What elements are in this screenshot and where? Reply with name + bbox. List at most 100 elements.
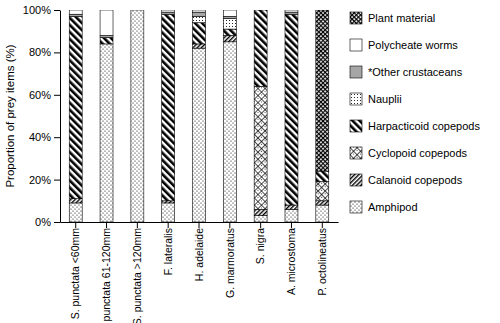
legend-label: Calanoid copepods xyxy=(368,174,463,186)
y-tick-mark xyxy=(54,137,60,138)
x-tick-mark xyxy=(199,222,200,228)
bars xyxy=(69,10,329,222)
legend-swatch xyxy=(350,12,362,24)
legend-swatch xyxy=(350,174,362,186)
bar-segment xyxy=(254,10,267,11)
legend-item: Calanoid copepods xyxy=(350,174,463,186)
y-tick-mark xyxy=(54,180,60,181)
x-tick: S. punctata <60mm xyxy=(69,222,81,319)
legend-item: Cyclopoid copepods xyxy=(350,147,468,159)
bar-segment xyxy=(223,35,236,41)
bar-segment xyxy=(223,16,236,18)
legend-label: Polycheate worms xyxy=(368,39,458,51)
bar-segment xyxy=(100,35,113,37)
bar-segment xyxy=(131,10,144,222)
bar-segment xyxy=(285,209,298,222)
x-tick-mark xyxy=(229,222,230,228)
y-tick-mark xyxy=(54,95,60,96)
legend-swatch xyxy=(350,93,362,105)
bar-segment xyxy=(254,10,267,86)
bar-segment xyxy=(131,10,144,11)
x-tick-mark xyxy=(322,222,323,228)
bar-segment xyxy=(100,38,113,44)
series xyxy=(316,10,329,171)
series xyxy=(69,10,329,222)
x-tick-label: S. punctata <60mm xyxy=(69,228,81,320)
legend-item: Harpacticoid copepods xyxy=(350,120,480,132)
bar-segment xyxy=(69,199,82,203)
bar-segment xyxy=(254,86,267,209)
legend-item: *Other crustaceans xyxy=(350,66,463,78)
y-tick-label: 40% xyxy=(29,131,51,143)
series xyxy=(69,10,329,205)
bar-segment xyxy=(100,10,113,11)
bar-segment xyxy=(285,205,298,209)
y-tick: 100% xyxy=(23,4,60,16)
bar-segment xyxy=(316,205,329,222)
bar-segment xyxy=(162,203,175,222)
bar-segment xyxy=(69,203,82,222)
x-tick: H. adelaide xyxy=(193,222,205,281)
bar-segment xyxy=(223,42,236,222)
bar-segment xyxy=(316,171,329,182)
bar-segment xyxy=(131,10,144,11)
bar-segment xyxy=(131,10,144,11)
y-tick: 0% xyxy=(35,216,60,228)
bar-segment xyxy=(162,12,175,14)
x-tick: F. lateralis xyxy=(162,222,174,275)
bar-segment xyxy=(69,16,82,198)
bar-segment xyxy=(131,10,144,11)
bar-segment xyxy=(131,10,144,11)
legend-swatch xyxy=(350,147,362,159)
bar-segment xyxy=(193,16,206,22)
legend-label: Harpacticoid copepods xyxy=(368,120,480,132)
bar-segment xyxy=(131,10,144,11)
x-tick-label: A. microstoma xyxy=(285,228,297,295)
x-tick: S. punctata 61-120mm xyxy=(100,222,112,323)
y-tick: 20% xyxy=(29,174,60,186)
legend-swatch xyxy=(350,201,362,213)
y-tick-label: 0% xyxy=(35,216,51,228)
bar-segment xyxy=(254,216,267,222)
bar-segment xyxy=(162,10,175,12)
bar-segment xyxy=(223,18,236,29)
x-tick: A. microstoma xyxy=(285,222,297,295)
x-tick: S. punctata >120mm xyxy=(131,222,143,323)
bar-segment xyxy=(254,10,267,11)
legend-swatch xyxy=(350,120,362,132)
x-tick-mark xyxy=(291,222,292,228)
legend-label: Cyclopoid copepods xyxy=(368,147,468,159)
x-tick-mark xyxy=(75,222,76,228)
bar-segment xyxy=(285,14,298,205)
x-tick-mark xyxy=(106,222,107,228)
bar-segment xyxy=(162,14,175,201)
bar-segment xyxy=(193,12,206,16)
x-tick-label: P. octolineatus xyxy=(316,228,328,296)
y-axis-line xyxy=(60,11,61,223)
legend-label: Plant material xyxy=(368,12,435,24)
bar-segment xyxy=(100,10,113,35)
legend-label: Nauplii xyxy=(368,93,402,105)
bar-segment xyxy=(193,44,206,48)
y-tick-label: 20% xyxy=(29,174,51,186)
series xyxy=(193,16,237,29)
x-tick-mark xyxy=(260,222,261,228)
bar-segment xyxy=(223,10,236,11)
legend-label: Amphipod xyxy=(368,201,418,213)
x-tick: S. nigra xyxy=(254,222,266,264)
bar-segment xyxy=(285,10,298,12)
bar-segment xyxy=(193,10,206,11)
y-tick-mark xyxy=(54,52,60,53)
x-tick: G. marmoratus xyxy=(223,222,235,298)
y-tick-label: 100% xyxy=(23,4,51,16)
y-tick-mark xyxy=(54,222,60,223)
legend-item: Polycheate worms xyxy=(350,39,458,51)
legend-swatch xyxy=(350,39,362,51)
plot: 0%20%40%60%80%100%S. punctata <60mmS. pu… xyxy=(23,4,339,323)
bar-segment xyxy=(162,10,175,11)
y-axis: 0%20%40%60%80%100% xyxy=(23,4,61,228)
bar-segment xyxy=(193,48,206,222)
x-tick-label: S. punctata 61-120mm xyxy=(100,228,112,323)
x-tick-label: H. adelaide xyxy=(193,228,205,281)
bar-segment xyxy=(254,209,267,215)
